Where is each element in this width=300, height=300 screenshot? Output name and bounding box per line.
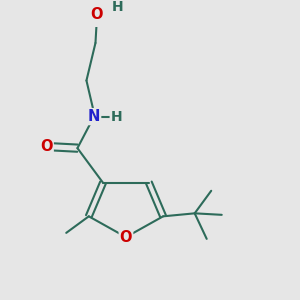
Text: H: H [112,0,124,14]
Text: H: H [111,110,122,124]
Text: N: N [88,109,100,124]
Text: O: O [120,230,132,244]
Text: O: O [91,7,103,22]
Text: O: O [40,139,53,154]
